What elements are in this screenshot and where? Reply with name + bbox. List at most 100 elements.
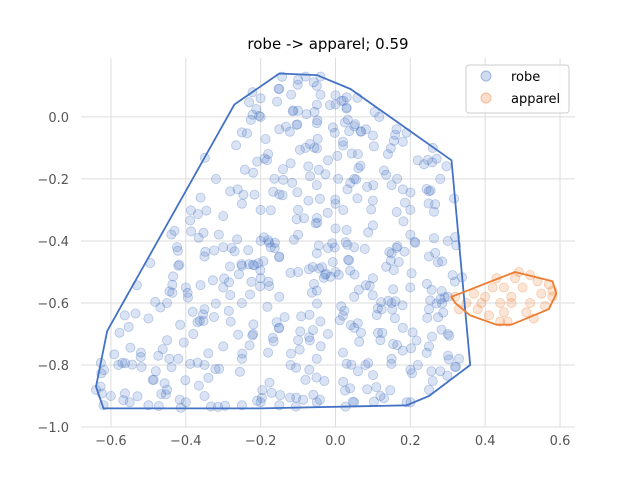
robe-point — [164, 353, 175, 364]
x-tick-label: 0.6 — [550, 434, 571, 449]
robe-point — [182, 287, 193, 298]
robe-point — [255, 397, 266, 408]
robe-point — [213, 229, 224, 240]
robe-point — [195, 192, 206, 203]
robe-point — [156, 388, 167, 399]
apparel-point — [498, 282, 509, 293]
robe-point — [320, 269, 331, 280]
robe-point — [252, 156, 263, 167]
robe-point — [130, 308, 141, 319]
robe-point — [306, 287, 317, 298]
robe-point — [259, 153, 270, 164]
robe-point — [321, 268, 332, 279]
robe-point — [352, 149, 363, 160]
robe-point — [288, 105, 299, 116]
robe-point — [367, 290, 378, 301]
robe-point — [172, 245, 183, 256]
y-tick-label: −0.6 — [37, 297, 69, 312]
robe-point — [376, 304, 387, 315]
robe-point — [427, 157, 438, 168]
robe-point — [266, 387, 277, 398]
robe-point — [405, 364, 416, 375]
robe-point — [423, 341, 434, 352]
robe-point — [210, 298, 221, 309]
chart-title: robe -> apparel; 0.59 — [247, 35, 408, 53]
hull-robe — [95, 72, 472, 410]
robe-point — [303, 161, 314, 172]
robe-point — [218, 282, 229, 293]
robe-point — [153, 350, 164, 361]
robe-point — [386, 297, 397, 308]
robe-point — [236, 297, 247, 308]
robe-point — [185, 215, 196, 226]
robe-point — [105, 390, 116, 401]
robe-point — [351, 174, 362, 185]
robe-point — [338, 204, 349, 215]
robe-point — [425, 295, 436, 306]
robe-point — [377, 327, 388, 338]
robe-point — [155, 302, 166, 313]
robe-point — [180, 282, 191, 293]
robe-point — [255, 235, 266, 246]
y-tick-label: −0.8 — [37, 359, 69, 374]
robe-point — [392, 340, 403, 351]
robe-point — [353, 163, 364, 174]
robe-point — [367, 220, 378, 231]
robe-point — [285, 267, 296, 278]
robe-point — [285, 348, 296, 359]
robe-point — [405, 204, 416, 215]
robe-point — [225, 316, 236, 327]
robe-point — [258, 232, 269, 243]
robe-point — [352, 366, 363, 377]
robe-point — [124, 397, 135, 408]
robe-point — [293, 204, 304, 215]
robe-point — [341, 224, 352, 235]
grid-lines — [81, 58, 575, 428]
robe-point — [247, 109, 258, 120]
robe-point — [119, 388, 130, 399]
robe-point — [368, 141, 379, 152]
robe-point — [314, 193, 325, 204]
robe-point — [261, 155, 272, 166]
robe-point — [272, 96, 283, 107]
robe-point — [167, 279, 178, 290]
robe-point — [248, 167, 259, 178]
robe-point — [273, 83, 284, 94]
robe-point — [120, 358, 131, 369]
robe-point — [303, 264, 314, 275]
apparel-point — [510, 273, 521, 284]
robe-point — [343, 254, 354, 265]
robe-point — [236, 260, 247, 271]
robe-point — [248, 328, 259, 339]
robe-point — [346, 359, 357, 370]
robe-point — [212, 401, 223, 412]
robe-point — [313, 263, 324, 274]
robe-point — [236, 353, 247, 364]
robe-point — [192, 208, 203, 219]
robe-point — [309, 106, 320, 117]
robe-point — [311, 180, 322, 191]
robe-point — [450, 232, 461, 243]
apparel-point — [472, 304, 483, 315]
robe-point — [337, 347, 348, 358]
robe-point — [274, 291, 285, 302]
robe-point — [132, 391, 143, 402]
robe-point — [308, 278, 319, 289]
robe-point — [422, 312, 433, 323]
series-hulls — [95, 72, 558, 410]
robe-point — [341, 102, 352, 113]
robe-point — [421, 183, 432, 194]
robe-point — [243, 245, 254, 256]
robe-point — [329, 127, 340, 138]
robe-point — [330, 194, 341, 205]
robe-point — [264, 377, 275, 388]
robe-point — [292, 119, 303, 130]
robe-point — [386, 358, 397, 369]
robe-point — [182, 292, 193, 303]
robe-point — [341, 358, 352, 369]
robe-point — [310, 218, 321, 229]
robe-point — [347, 396, 358, 407]
legend-label-robe: robe — [511, 70, 540, 85]
robe-point — [249, 189, 260, 200]
legend-marker-robe — [480, 70, 492, 82]
